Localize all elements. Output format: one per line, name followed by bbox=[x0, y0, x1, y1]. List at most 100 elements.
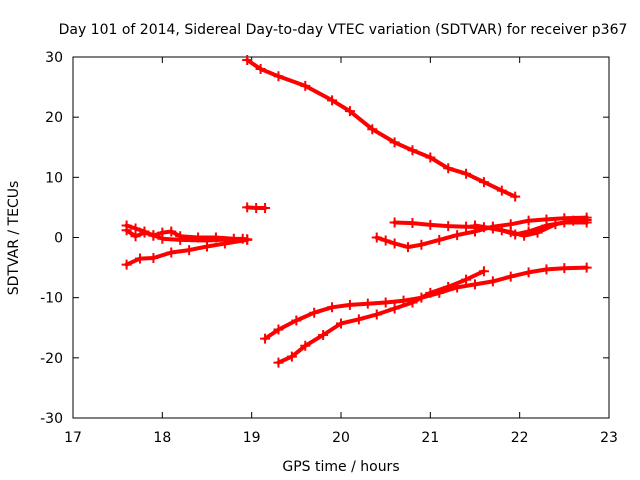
y-tick-label: 0 bbox=[54, 231, 63, 247]
y-tick-label: -30 bbox=[40, 411, 63, 427]
data-point bbox=[202, 241, 212, 252]
data-point bbox=[371, 309, 382, 320]
y-tick-label: 30 bbox=[45, 50, 63, 66]
data-point bbox=[242, 202, 253, 213]
data-point bbox=[389, 217, 400, 228]
data-point bbox=[505, 271, 516, 282]
data-point bbox=[581, 215, 592, 226]
data-point bbox=[425, 219, 436, 230]
data-point bbox=[166, 226, 177, 237]
data-point bbox=[327, 302, 338, 313]
data-point bbox=[523, 267, 534, 278]
data-point bbox=[255, 64, 266, 75]
data-point bbox=[443, 281, 454, 292]
data-point bbox=[461, 274, 472, 285]
data-point bbox=[300, 340, 311, 351]
data-point bbox=[496, 185, 507, 196]
data-point bbox=[219, 238, 230, 249]
data-point bbox=[568, 215, 579, 226]
data-point bbox=[251, 203, 262, 214]
data-point bbox=[380, 297, 391, 308]
data-point bbox=[344, 106, 355, 117]
data-point bbox=[318, 329, 329, 340]
data-point bbox=[523, 215, 534, 226]
data-point bbox=[273, 324, 284, 335]
data-point bbox=[443, 221, 454, 232]
data-point bbox=[559, 263, 570, 274]
data-point bbox=[452, 230, 463, 241]
data-point bbox=[371, 232, 382, 243]
data-point bbox=[416, 239, 427, 250]
y-tick-label: 10 bbox=[45, 170, 63, 186]
data-point bbox=[300, 80, 311, 91]
x-tick-label: 20 bbox=[332, 430, 350, 446]
data-point bbox=[121, 225, 132, 236]
data-point bbox=[407, 297, 418, 308]
x-axis-label: GPS time / hours bbox=[282, 459, 399, 475]
data-point bbox=[260, 203, 271, 214]
data-point bbox=[148, 252, 159, 263]
data-point bbox=[139, 227, 150, 238]
x-tick-label: 17 bbox=[64, 430, 82, 446]
data-point bbox=[273, 357, 284, 368]
data-point bbox=[242, 234, 253, 245]
data-point bbox=[148, 230, 159, 241]
data-point bbox=[407, 218, 418, 229]
data-point bbox=[135, 253, 145, 264]
y-tick-label: -10 bbox=[40, 291, 63, 307]
data-point bbox=[166, 247, 177, 258]
y-axis: -30 -20 -10 0 10 20 30 bbox=[40, 50, 609, 427]
y-axis-label: SDTVAR / TECUs bbox=[6, 181, 22, 296]
data-point bbox=[461, 221, 472, 232]
x-tick-label: 19 bbox=[243, 430, 261, 446]
data-point bbox=[470, 279, 480, 290]
x-tick-label: 18 bbox=[153, 430, 171, 446]
data-point bbox=[487, 223, 498, 234]
data-point bbox=[273, 71, 284, 82]
data-point bbox=[327, 95, 338, 106]
data-point bbox=[389, 238, 400, 249]
data-point bbox=[532, 227, 543, 238]
data-point bbox=[505, 227, 516, 238]
data-point bbox=[380, 235, 391, 246]
data-point bbox=[407, 145, 418, 156]
data-point bbox=[519, 230, 530, 241]
x-tick-label: 21 bbox=[421, 430, 439, 446]
data-point bbox=[184, 245, 195, 256]
data-point bbox=[242, 55, 253, 66]
data-point bbox=[389, 303, 400, 314]
data-point bbox=[470, 220, 480, 231]
data-point bbox=[367, 124, 378, 135]
x-axis: 17 18 19 20 21 22 23 bbox=[64, 57, 618, 446]
data-point bbox=[336, 318, 346, 329]
data-point bbox=[443, 163, 454, 174]
x-tick-label: 23 bbox=[600, 430, 618, 446]
x-tick-label: 22 bbox=[511, 430, 529, 446]
data-point bbox=[478, 177, 489, 188]
data-point bbox=[403, 242, 413, 253]
data-point bbox=[286, 351, 297, 362]
data-point bbox=[121, 259, 132, 270]
data-point bbox=[389, 137, 400, 148]
data-point bbox=[510, 191, 521, 202]
data-point bbox=[487, 276, 498, 287]
data-point bbox=[581, 262, 592, 273]
data-point bbox=[478, 266, 489, 277]
data-track-8 bbox=[263, 265, 589, 341]
data-point bbox=[550, 219, 561, 230]
data-point bbox=[362, 298, 373, 309]
data-point bbox=[434, 234, 445, 245]
data-point bbox=[130, 231, 141, 242]
data-point bbox=[461, 168, 472, 179]
data-point bbox=[175, 234, 186, 245]
data-point bbox=[353, 314, 364, 325]
y-tick-label: -20 bbox=[40, 351, 63, 367]
data-point bbox=[291, 315, 302, 326]
data-point bbox=[157, 233, 168, 244]
data-point bbox=[260, 333, 271, 344]
y-tick-label: 20 bbox=[45, 110, 63, 126]
chart-title: Day 101 of 2014, Sidereal Day-to-day VTE… bbox=[59, 22, 628, 38]
data-point bbox=[541, 264, 552, 275]
data-point bbox=[309, 307, 320, 318]
